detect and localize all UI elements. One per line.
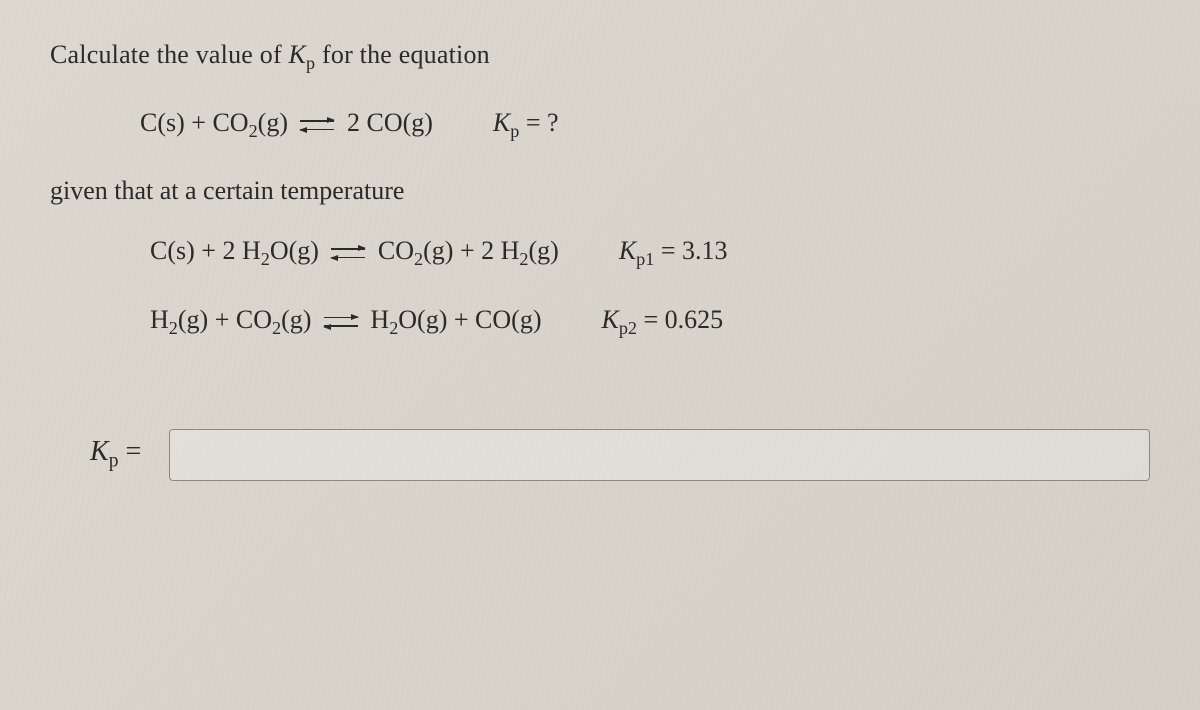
r2-k-var: K	[601, 305, 618, 334]
reaction-2: H2(g) + CO2(g) H2O(g) + CO(g) Kp2 = 0.62…	[50, 305, 1150, 339]
reaction-1-k: Kp1 = 3.13	[619, 236, 799, 270]
r2-lhs-a: H	[150, 305, 169, 334]
target-kp: Kp = ?	[493, 108, 559, 142]
r1-lhs-a: C(s) + 2 H	[150, 236, 261, 265]
r2-k-sub: p2	[619, 318, 637, 338]
answer-row: Kp =	[50, 429, 1150, 481]
r1-k-val: = 3.13	[654, 236, 727, 265]
r1-rhs-b: (g) + 2 H	[423, 236, 519, 265]
answer-eq: =	[118, 436, 141, 467]
r1-k-var: K	[619, 236, 636, 265]
r1-lhs-b: O(g)	[270, 236, 319, 265]
r1-lhs-a-sub: 2	[261, 250, 270, 270]
r1-rhs-a-sub: 2	[414, 250, 423, 270]
question-panel: Calculate the value of Kp for the equati…	[0, 0, 1200, 511]
prompt-text: Calculate the value of Kp for the equati…	[50, 40, 1150, 74]
equilibrium-arrow-icon	[324, 314, 358, 330]
reaction-2-k: Kp2 = 0.625	[601, 305, 781, 339]
prompt-before: Calculate the value of	[50, 40, 289, 69]
target-kp-sub: p	[510, 121, 519, 141]
reaction-1: C(s) + 2 H2O(g) CO2(g) + 2 H2(g) Kp1 = 3…	[50, 236, 1150, 270]
equilibrium-arrow-icon	[300, 117, 334, 133]
r1-rhs-c: (g)	[528, 236, 558, 265]
target-rhs: 2 CO(g)	[347, 108, 433, 137]
r2-lhs-c: (g)	[281, 305, 311, 334]
reaction-1-expr: C(s) + 2 H2O(g) CO2(g) + 2 H2(g)	[150, 236, 559, 270]
target-lhs-2: (g)	[258, 108, 288, 137]
equilibrium-arrow-icon	[331, 245, 365, 261]
target-lhs-1-sub: 2	[249, 121, 258, 141]
answer-var: K	[90, 436, 109, 467]
prompt-after: for the equation	[315, 40, 490, 69]
answer-sub: p	[109, 451, 119, 472]
r2-rhs-a: H	[370, 305, 389, 334]
r2-lhs-b-sub: 2	[272, 318, 281, 338]
prompt-var: K	[289, 40, 307, 69]
reaction-2-expr: H2(g) + CO2(g) H2O(g) + CO(g)	[150, 305, 541, 339]
r1-k-sub: p1	[636, 250, 654, 270]
r1-rhs-a: CO	[378, 236, 414, 265]
given-text: given that at a certain temperature	[50, 176, 1150, 206]
target-kp-val: = ?	[519, 108, 558, 137]
r2-rhs-b: O(g) + CO(g)	[398, 305, 541, 334]
r2-k-val: = 0.625	[637, 305, 723, 334]
target-kp-var: K	[493, 108, 510, 137]
r2-lhs-b: (g) + CO	[178, 305, 272, 334]
r2-lhs-a-sub: 2	[169, 318, 178, 338]
r2-rhs-a-sub: 2	[389, 318, 398, 338]
target-lhs-1: C(s) + CO	[140, 108, 249, 137]
prompt-varsub: p	[306, 53, 315, 73]
target-equation: C(s) + CO2(g) 2 CO(g) Kp = ?	[50, 108, 1150, 142]
answer-label: Kp =	[90, 436, 141, 473]
kp-answer-input[interactable]	[169, 429, 1150, 481]
target-eq-expr: C(s) + CO2(g) 2 CO(g)	[140, 108, 433, 142]
